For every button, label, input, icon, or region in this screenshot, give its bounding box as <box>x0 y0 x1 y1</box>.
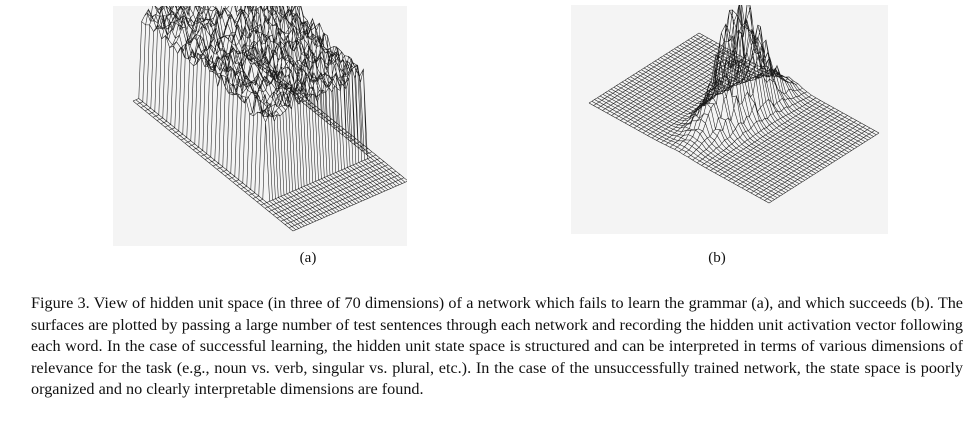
figure-caption: Figure 3. View of hidden unit space (in … <box>31 294 963 398</box>
surface-plot-a <box>113 6 407 246</box>
wireframe-b <box>588 5 880 204</box>
panel-b-label: (b) <box>708 250 726 266</box>
surface-plot-b <box>571 5 888 234</box>
wireframe-a <box>132 6 407 232</box>
panel-a-label: (a) <box>299 250 317 266</box>
